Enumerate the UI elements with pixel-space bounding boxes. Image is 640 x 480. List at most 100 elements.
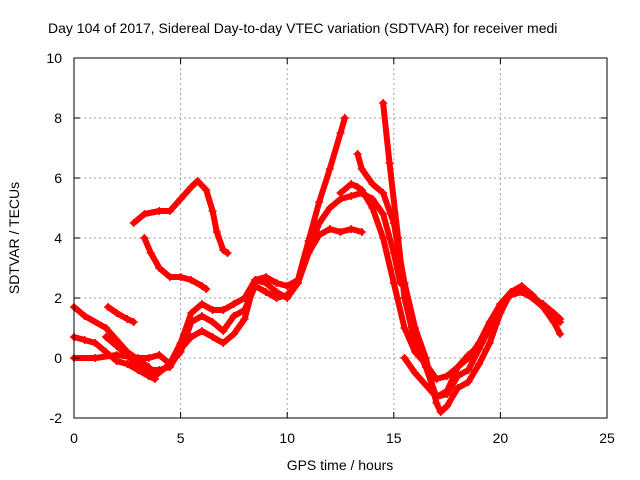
data-point-marker (165, 273, 174, 281)
chart-title: Day 104 of 2017, Sidereal Day-to-day VTE… (48, 20, 557, 36)
data-point-marker (443, 402, 452, 410)
data-point-marker (197, 282, 206, 290)
data-point-marker (155, 351, 164, 359)
data-point-marker (176, 195, 185, 203)
data-point-marker (443, 390, 452, 398)
series-track-5 (104, 303, 138, 326)
data-point-marker (112, 309, 121, 317)
data-point-marker (496, 300, 505, 308)
data-point-marker (464, 378, 473, 386)
data-point-marker (176, 273, 185, 281)
data-point-marker (485, 324, 494, 332)
y-tick-label: 6 (54, 170, 62, 186)
series-track-6 (129, 177, 232, 257)
data-point-marker (400, 294, 409, 302)
data-point-marker (133, 363, 142, 371)
data-point-marker (556, 330, 565, 338)
data-point-marker (464, 366, 473, 374)
data-point-marker (208, 318, 217, 326)
data-point-marker (146, 249, 155, 257)
data-point-marker (202, 285, 211, 293)
data-point-marker (357, 228, 366, 236)
data-point-marker (165, 363, 174, 371)
data-point-marker (112, 351, 121, 359)
data-point-marker (475, 360, 484, 368)
grid-lines (74, 58, 607, 418)
data-point-marker (453, 363, 462, 371)
data-point-marker (197, 327, 206, 335)
data-point-marker (123, 351, 132, 359)
data-point-marker (283, 291, 292, 299)
y-tick-label: 0 (54, 350, 62, 366)
data-point-marker (101, 333, 110, 341)
y-tick-label: 8 (54, 110, 62, 126)
data-point-marker (202, 186, 211, 194)
data-point-marker (144, 354, 153, 362)
data-series-group (70, 99, 565, 416)
data-point-marker (208, 306, 217, 314)
series-track-8 (336, 180, 565, 383)
data-point-marker (340, 114, 349, 122)
x-tick-label: 25 (599, 430, 615, 446)
data-point-marker (325, 204, 334, 212)
series-line (401, 283, 564, 400)
data-point-marker (80, 336, 89, 344)
data-point-marker (251, 276, 260, 284)
data-point-marker (432, 393, 441, 401)
data-point-marker (219, 306, 228, 314)
data-point-marker (353, 183, 362, 191)
data-point-marker (187, 318, 196, 326)
y-tick-label: 10 (46, 50, 62, 66)
data-point-marker (507, 288, 516, 296)
data-point-marker (475, 345, 484, 353)
data-point-marker (385, 159, 394, 167)
data-point-marker (229, 312, 238, 320)
x-tick-label: 10 (279, 430, 295, 446)
data-point-marker (151, 372, 160, 380)
data-point-marker (368, 204, 377, 212)
x-tick-label: 0 (70, 430, 78, 446)
y-tick-label: 2 (54, 290, 62, 306)
data-point-marker (155, 264, 164, 272)
data-point-marker (400, 324, 409, 332)
y-tick-label: 4 (54, 230, 62, 246)
series-track-10 (379, 99, 484, 401)
data-point-marker (133, 354, 142, 362)
data-point-marker (80, 312, 89, 320)
data-point-marker (357, 165, 366, 173)
data-point-marker (155, 366, 164, 374)
data-point-marker (549, 315, 558, 323)
data-point-marker (197, 300, 206, 308)
data-point-marker (379, 234, 388, 242)
data-point-marker (283, 282, 292, 290)
data-point-marker (528, 291, 537, 299)
data-point-marker (240, 315, 249, 323)
series-track-7 (140, 234, 211, 293)
data-point-marker (208, 207, 217, 215)
data-point-marker (165, 207, 174, 215)
data-point-marker (197, 312, 206, 320)
data-point-marker (219, 327, 228, 335)
data-point-marker (453, 384, 462, 392)
data-point-marker (315, 198, 324, 206)
y-axis-label: SDTVAR / TECUs (6, 182, 22, 294)
x-axis-label: GPS time / hours (287, 457, 394, 473)
data-point-marker (140, 210, 149, 218)
data-point-marker (436, 408, 445, 416)
data-point-marker (315, 231, 324, 239)
series-line (141, 235, 210, 292)
data-point-marker (112, 342, 121, 350)
data-point-marker (293, 276, 302, 284)
series-line (380, 100, 483, 400)
data-point-marker (91, 354, 100, 362)
data-point-marker (357, 186, 366, 194)
series-track-3 (70, 225, 366, 368)
data-point-marker (123, 315, 132, 323)
x-tick-label: 5 (177, 430, 185, 446)
data-point-marker (304, 237, 313, 245)
data-point-marker (219, 246, 228, 254)
data-point-marker (379, 189, 388, 197)
data-point-marker (556, 318, 565, 326)
x-tick-label: 15 (386, 430, 402, 446)
